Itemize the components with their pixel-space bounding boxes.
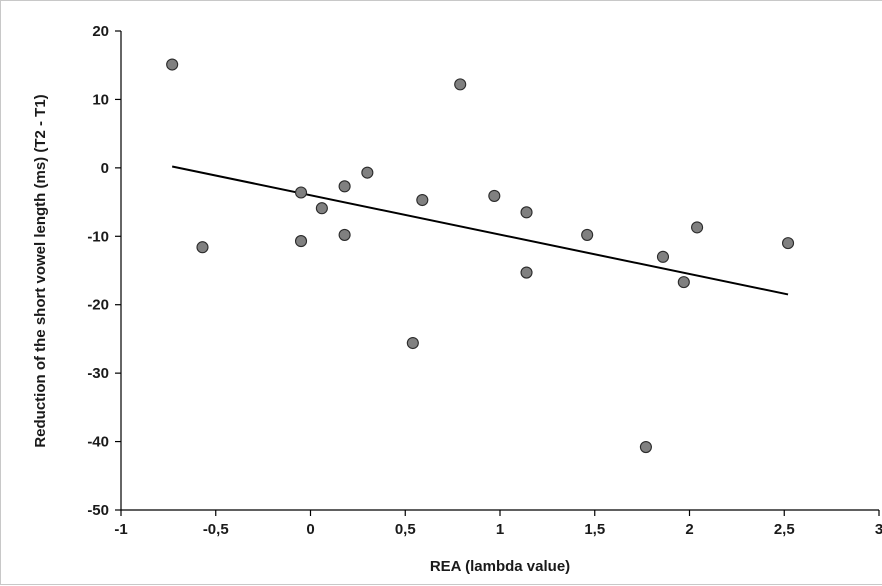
axes (120, 31, 879, 511)
y-tick-label: 0 (101, 160, 109, 177)
data-point (581, 228, 594, 241)
y-tick-label: -50 (87, 502, 109, 519)
data-point (406, 336, 419, 350)
x-tick-label: 1,5 (584, 521, 605, 538)
data-point (677, 276, 690, 289)
y-axis-ticks: 20 10 0 -10 -20 -30 -40 -50 (87, 23, 121, 519)
y-tick-label: 10 (92, 91, 109, 108)
data-point (520, 206, 533, 219)
data-point (361, 166, 374, 179)
x-tick-label: -0,5 (203, 521, 229, 538)
data-point (294, 235, 308, 248)
data-point (196, 241, 209, 254)
data-point (166, 58, 179, 71)
x-tick-label: 3 (875, 521, 882, 538)
y-tick-label: -30 (87, 365, 109, 382)
data-point (338, 228, 351, 241)
x-tick-label: 0,5 (395, 521, 416, 538)
data-point (691, 221, 704, 234)
data-point (294, 186, 308, 199)
y-tick-label: -10 (87, 228, 109, 245)
data-point (656, 250, 670, 263)
data-point (454, 78, 467, 91)
x-tick-label: 0 (306, 521, 314, 538)
data-point (315, 202, 328, 215)
data-point (338, 180, 351, 193)
y-tick-label: -20 (87, 297, 109, 314)
data-point (520, 266, 533, 279)
y-tick-label: -40 (87, 434, 109, 451)
data-point (639, 440, 652, 454)
x-tick-label: 1 (496, 521, 504, 538)
x-tick-label: 2 (685, 521, 693, 538)
x-axis-title: REA (lambda value) (430, 558, 570, 575)
data-point (781, 237, 795, 250)
data-points (166, 58, 795, 454)
x-tick-label: 2,5 (774, 521, 795, 538)
x-axis-ticks: -1 -0,5 0 0,5 1 1,5 2 2,5 3 (114, 510, 882, 538)
data-point (488, 189, 501, 202)
y-tick-label: 20 (92, 23, 109, 40)
trendline (171, 165, 789, 296)
x-tick-label: -1 (114, 521, 127, 538)
data-point (416, 193, 429, 207)
y-axis-title: Reduction of the short vowel length (ms)… (32, 94, 49, 447)
trendline-layer (171, 165, 789, 296)
